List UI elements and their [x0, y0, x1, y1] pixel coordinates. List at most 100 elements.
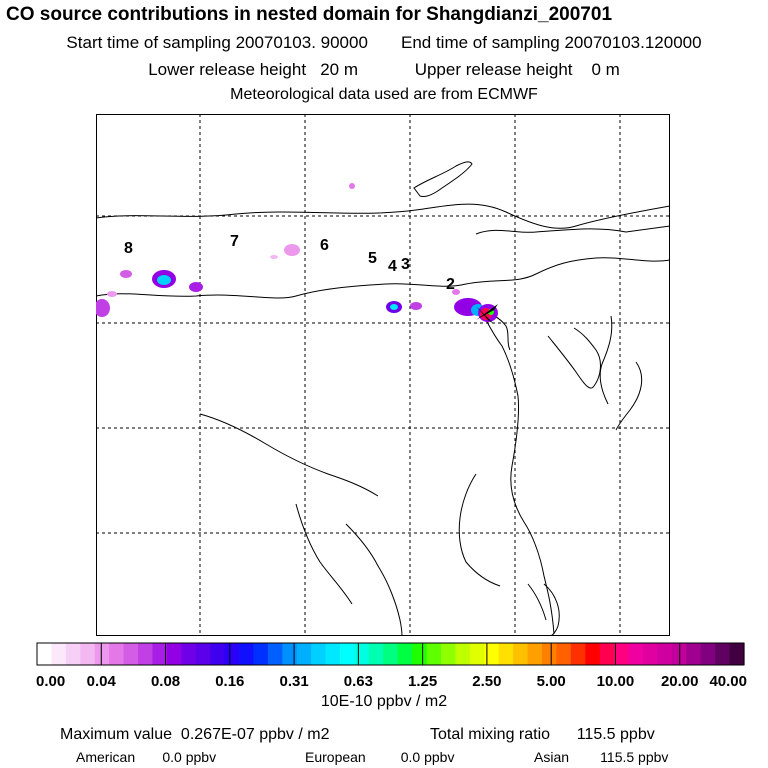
lower-height-label: Lower release height: [148, 60, 307, 79]
upper-height-label: Upper release height: [414, 60, 573, 79]
colorbar-cell: [354, 643, 370, 665]
colorbar-cell: [340, 643, 356, 665]
met-data-note: Meteorological data used are from ECMWF: [230, 86, 538, 103]
colorbar-cell: [210, 643, 226, 665]
colorbar-tick-label: 0.31: [279, 673, 308, 690]
american-contribution: American 0.0 ppbv: [76, 749, 216, 765]
colorbar-cell: [152, 643, 168, 665]
colorbar-cell: [729, 643, 745, 665]
asian-label: Asian: [534, 749, 570, 765]
colorbar-cell: [123, 643, 139, 665]
total-value: 115.5 ppbv: [576, 726, 655, 743]
colorbar-cell: [166, 643, 182, 665]
colorbar-tick-label: 0.00: [36, 673, 65, 690]
colorbar-cell: [542, 643, 558, 665]
colorbar-tick-label: 0.08: [151, 673, 180, 690]
colorbar-cell: [484, 643, 500, 665]
colorbar-tick-label: 0.16: [215, 673, 244, 690]
release-heights: Lower release height 20 m Upper release …: [0, 60, 768, 80]
colorbar-tick-label: 20.00: [661, 673, 699, 690]
point-label: 5: [368, 250, 377, 267]
colorbar-cell: [181, 643, 197, 665]
colorbar-cell: [614, 643, 630, 665]
colorbar-tick-label: 0.04: [87, 673, 117, 690]
lat-lon-grid: [96, 114, 670, 636]
colorbar-cell: [513, 643, 529, 665]
total-mixing-ratio: Total mixing ratio 115.5 ppbv: [430, 726, 655, 744]
station-marker: [476, 304, 498, 324]
colorbar: 0.00 0.04 0.08 0.16 0.31 0.63 1.25 2.50 5.00 10.0…: [36, 642, 747, 690]
colorbar-frame: [36, 642, 745, 666]
end-time-value: 20070103.120000: [564, 33, 702, 52]
colorbar-cells: [37, 643, 745, 665]
point-label: 6: [320, 237, 329, 254]
asian-value: 115.5 ppbv: [600, 749, 669, 765]
colorbar-cell: [412, 643, 428, 665]
max-value-number: 0.267E-07 ppbv / m2: [180, 726, 330, 743]
colorbar-cell: [94, 643, 110, 665]
colorbar-tick-label: 5.00: [537, 673, 566, 690]
point-label: 3: [401, 256, 410, 273]
colorbar-cell: [397, 643, 413, 665]
colorbar-cell: [368, 643, 384, 665]
colorbar-cell: [37, 643, 53, 665]
colorbar-cell: [628, 643, 644, 665]
american-value: 0.0 ppbv: [162, 749, 217, 765]
colorbar-cell: [80, 643, 96, 665]
colorbar-cell: [267, 643, 283, 665]
european-value: 0.0 ppbv: [400, 749, 455, 765]
european-label: European: [305, 749, 366, 765]
colorbar-cell: [570, 643, 586, 665]
colorbar-ticks: 0.00 0.04 0.08 0.16 0.31 0.63 1.25 2.50 5.00 10.0…: [36, 643, 747, 690]
colorbar-cell: [51, 643, 67, 665]
american-label: American: [76, 749, 136, 765]
point-label: 7: [230, 233, 239, 250]
plot-title: CO source contributions in nested domain…: [6, 4, 613, 25]
colorbar-cell: [253, 643, 269, 665]
colorbar-unit: 10E-10 ppbv / m2: [320, 693, 448, 710]
colorbar-cell: [426, 643, 442, 665]
total-label: Total mixing ratio: [430, 726, 551, 743]
colorbar-cell: [585, 643, 601, 665]
colorbar-cell: [498, 643, 514, 665]
coastlines-borders: [96, 161, 670, 636]
colorbar-tick-label: 0.63: [344, 673, 373, 690]
colorbar-tick-label: 40.00: [709, 673, 747, 690]
colorbar-tick-label: 10.00: [597, 673, 635, 690]
max-value: Maximum value 0.267E-07 ppbv / m2: [60, 726, 329, 744]
start-time-value: 20070103. 90000: [235, 33, 368, 52]
colorbar-cell: [700, 643, 716, 665]
colorbar-cell: [109, 643, 125, 665]
point-label: 4: [388, 258, 397, 275]
map-frame: [96, 114, 670, 636]
colorbar-cell: [527, 643, 543, 665]
asian-contribution: Asian 115.5 ppbv: [534, 749, 668, 765]
colorbar-cell: [599, 643, 615, 665]
upper-height-value: 0 m: [591, 60, 620, 79]
sampling-times: Start time of sampling 20070103. 90000 E…: [0, 33, 768, 53]
colorbar-cell: [715, 643, 731, 665]
colorbar-cell: [239, 643, 255, 665]
colorbar-cell: [556, 643, 572, 665]
end-time-label: End time of sampling: [400, 33, 560, 52]
colorbar-cell: [643, 643, 659, 665]
colorbar-cell: [296, 643, 312, 665]
colorbar-cell: [325, 643, 341, 665]
colorbar-cell: [441, 643, 457, 665]
max-value-label: Maximum value: [60, 726, 173, 743]
trajectory-labels: 2 3 4 5 6 7 8: [124, 233, 455, 293]
colorbar-cell: [195, 643, 211, 665]
colorbar-cell: [469, 643, 485, 665]
european-contribution: European 0.0 ppbv: [305, 749, 454, 765]
colorbar-cell: [686, 643, 702, 665]
colorbar-tick-label: 1.25: [408, 673, 437, 690]
colorbar-cell: [65, 643, 81, 665]
point-label: 8: [124, 240, 133, 257]
start-time-label: Start time of sampling: [66, 33, 231, 52]
colorbar-cell: [224, 643, 240, 665]
colorbar-cell: [282, 643, 298, 665]
point-label: 2: [446, 276, 455, 293]
colorbar-cell: [138, 643, 154, 665]
colorbar-cell: [311, 643, 327, 665]
colorbar-cell: [657, 643, 673, 665]
